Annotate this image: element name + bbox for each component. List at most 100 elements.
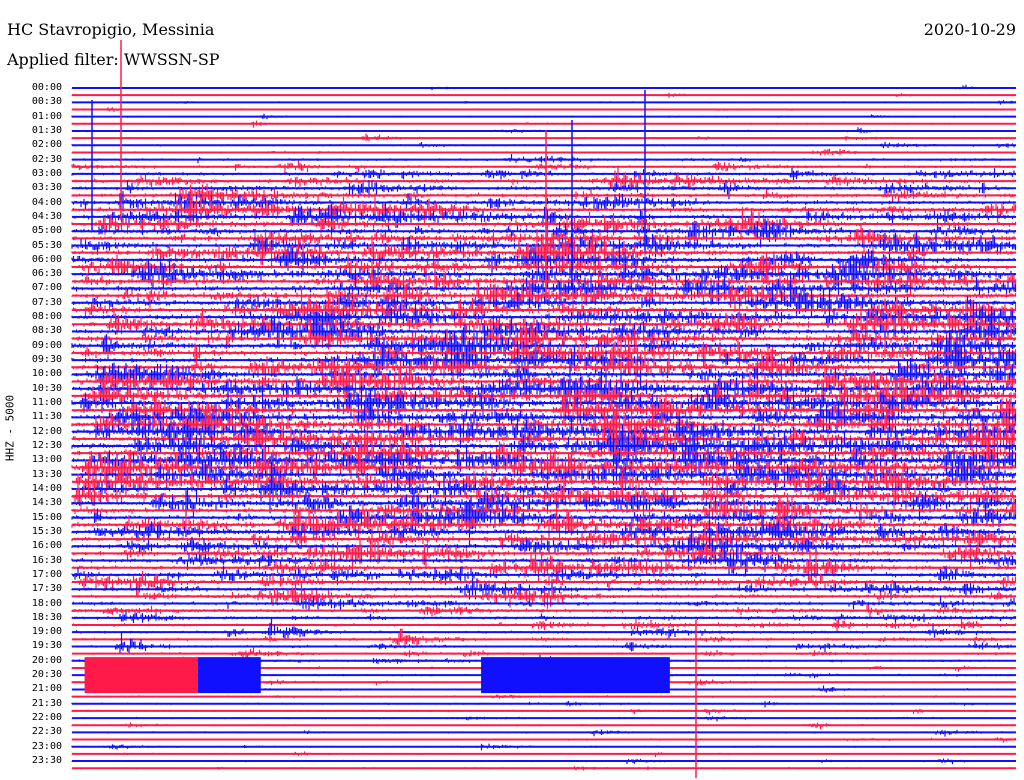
trace-row	[71, 424, 1017, 467]
trace-row	[71, 141, 1017, 149]
trace-row	[71, 225, 1017, 252]
trace-waveform	[71, 273, 1017, 305]
trace-row	[71, 595, 1017, 612]
trace-row	[71, 221, 1017, 281]
time-tick-label: 05:00	[31, 225, 62, 237]
trace-row	[71, 766, 1017, 771]
trace-waveform	[71, 507, 1017, 550]
trace-row	[71, 580, 1017, 609]
trace-row	[71, 100, 1017, 105]
trace-row	[71, 565, 1017, 585]
trace-waveform	[71, 167, 1017, 183]
trace-waveform	[71, 225, 1017, 252]
trace-waveform	[71, 165, 1017, 192]
time-tick-label: 18:30	[31, 611, 62, 623]
time-tick-label: 03:30	[31, 182, 62, 194]
saturated-signal-block	[197, 657, 261, 694]
saturated-signal-block	[481, 657, 670, 694]
trace-row	[71, 628, 1017, 648]
time-tick-label: 14:00	[31, 482, 62, 494]
trace-waveform	[71, 487, 1017, 521]
time-tick-label: 22:00	[31, 712, 62, 724]
time-tick-label: 09:00	[31, 339, 62, 351]
trace-row	[71, 107, 1017, 112]
trace-row	[71, 737, 1017, 743]
trace-row	[71, 218, 1017, 248]
time-tick-label: 13:00	[31, 454, 62, 466]
time-tick-label: 07:00	[31, 282, 62, 294]
trace-waveform	[71, 595, 1017, 612]
time-tick-label: 01:00	[31, 110, 62, 122]
time-tick-label: 20:00	[31, 654, 62, 666]
trace-waveform	[71, 100, 1017, 105]
trace-waveform	[71, 300, 1017, 330]
trace-waveform	[71, 570, 1017, 596]
trace-waveform	[71, 183, 1017, 210]
trace-waveform	[71, 218, 1017, 248]
trace-row	[71, 207, 1017, 240]
trace-row	[71, 474, 1017, 514]
trace-waveform	[71, 127, 1017, 134]
filter-label: Applied filter: WWSSN-SP	[7, 50, 220, 69]
trace-waveform	[71, 737, 1017, 743]
trace-row	[71, 305, 1017, 341]
trace-waveform	[71, 244, 1017, 274]
trace-row	[71, 180, 1017, 200]
trace-waveform	[71, 424, 1017, 467]
time-tick-label: 08:00	[31, 311, 62, 323]
trace-row	[71, 467, 1017, 502]
trace-row	[71, 474, 1017, 512]
trace-waveform	[71, 758, 1017, 765]
trace-waveform	[71, 107, 1017, 112]
trace-row	[71, 92, 1017, 98]
time-tick-label: 16:00	[31, 540, 62, 552]
trace-waveform	[71, 628, 1017, 648]
trace-row	[71, 550, 1017, 582]
trace-waveform	[71, 409, 1017, 460]
trace-waveform	[71, 253, 1017, 282]
trace-waveform	[71, 403, 1017, 433]
trace-waveform	[71, 577, 1017, 600]
time-tick-label: 06:30	[31, 268, 62, 280]
time-tick-label: 19:00	[31, 626, 62, 638]
trace-row	[71, 618, 1017, 632]
trace-waveform	[71, 647, 1017, 662]
trace-waveform	[71, 743, 1017, 751]
trace-row	[71, 133, 1017, 142]
trace-row	[71, 611, 1017, 624]
trace-row	[71, 544, 1017, 576]
trace-row	[71, 335, 1017, 370]
trace-row	[71, 167, 1017, 183]
trace-waveform	[71, 445, 1017, 493]
time-tick-label: 12:30	[31, 440, 62, 451]
trace-waveform	[71, 288, 1017, 317]
trace-row	[71, 507, 1017, 550]
trace-waveform	[71, 565, 1017, 585]
trace-row	[71, 358, 1017, 412]
trace-row	[71, 647, 1017, 662]
trace-waveform	[71, 493, 1017, 534]
trace-waveform	[71, 148, 1017, 156]
trace-row	[71, 570, 1017, 596]
trace-row	[71, 127, 1017, 134]
trace-waveform	[71, 232, 1017, 258]
time-tick-label: 10:30	[31, 382, 62, 394]
trace-waveform	[71, 474, 1017, 514]
trace-waveform	[71, 154, 1017, 164]
time-tick-label: 01:30	[31, 124, 62, 136]
trace-waveform	[71, 113, 1017, 120]
trace-waveform	[71, 180, 1017, 200]
trace-row	[71, 300, 1017, 330]
trace-row	[71, 154, 1017, 164]
time-tick-label: 11:00	[31, 397, 62, 409]
time-tick-label: 16:30	[31, 554, 62, 566]
time-tick-label: 03:00	[31, 167, 62, 179]
trace-row	[71, 493, 1017, 534]
time-tick-label: 02:30	[31, 153, 62, 165]
trace-row	[71, 758, 1017, 765]
trace-row	[71, 631, 1017, 655]
time-tick-label: 11:30	[31, 411, 62, 423]
time-tick-label: 17:00	[31, 568, 62, 580]
trace-waveform	[71, 617, 1017, 639]
